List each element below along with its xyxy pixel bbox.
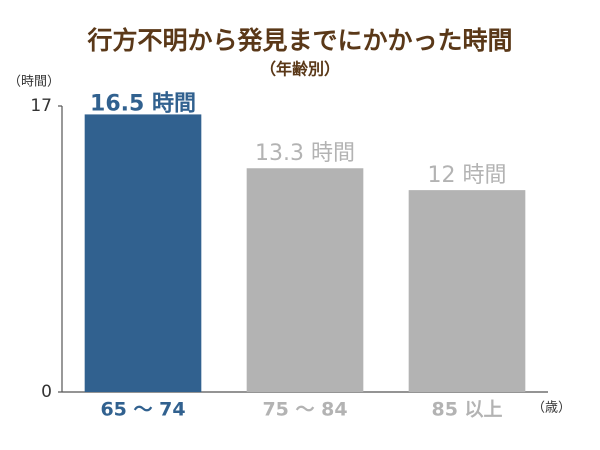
x-axis-label: （歳）	[532, 401, 571, 416]
value-label: 12 時間	[428, 163, 507, 188]
chart-title: 行方不明から発見までにかかった時間	[86, 26, 512, 55]
x-tick-label: 85 以上	[431, 399, 502, 421]
bar	[246, 168, 364, 392]
value-label: 16.5 時間	[90, 91, 196, 116]
y-tick-label: 0	[41, 382, 52, 402]
x-tick-label: 65 ～ 74	[100, 399, 185, 421]
bar	[84, 114, 202, 392]
chart-subtitle: （年齢別）	[260, 60, 340, 79]
y-axis-label: （時間）	[8, 75, 60, 90]
y-tick-label: 17	[30, 96, 52, 116]
x-tick-label: 75 ～ 84	[262, 399, 347, 421]
value-label: 13.3 時間	[255, 141, 355, 166]
bar	[408, 190, 526, 392]
